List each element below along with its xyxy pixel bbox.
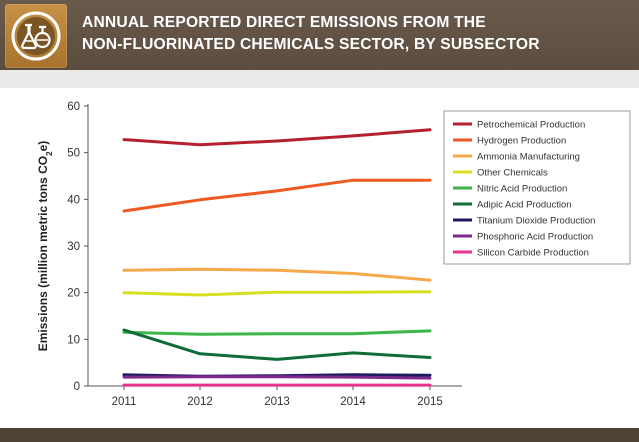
series-line bbox=[122, 329, 432, 336]
chemistry-flasks-icon bbox=[5, 4, 67, 68]
legend-box bbox=[443, 110, 631, 265]
header-divider bbox=[0, 70, 639, 88]
y-tick-label: 20 bbox=[67, 288, 80, 300]
series-lines bbox=[122, 128, 432, 387]
legend-label: Phosphoric Acid Production bbox=[477, 232, 593, 243]
series-line bbox=[122, 328, 432, 361]
legend-label: Hydrogen Production bbox=[477, 136, 566, 147]
legend-label: Titanium Dioxide Production bbox=[477, 216, 595, 227]
chart-title: ANNUAL REPORTED DIRECT EMISSIONS FROM TH… bbox=[82, 12, 632, 56]
x-tick-label: 2014 bbox=[340, 396, 366, 408]
y-tick-label: 40 bbox=[67, 194, 80, 206]
axes: 0 10 20 30 40 50 60 2011 2012 2013 2014 2015 bbox=[67, 101, 462, 408]
legend-label: Nitric Acid Production bbox=[477, 184, 567, 195]
chart-title-line-1: ANNUAL REPORTED DIRECT EMISSIONS FROM TH… bbox=[82, 14, 486, 31]
x-tick-label: 2013 bbox=[264, 396, 290, 408]
series-line bbox=[122, 128, 432, 147]
legend-label: Ammonia Manufacturing bbox=[477, 152, 580, 163]
footer-bar bbox=[0, 428, 639, 442]
y-tick-label: 0 bbox=[74, 381, 80, 393]
legend-label: Other Chemicals bbox=[477, 168, 548, 179]
legend: Petrochemical Production Hydrogen Product… bbox=[443, 110, 631, 265]
x-tick-label: 2011 bbox=[112, 396, 137, 408]
series-line bbox=[122, 290, 432, 297]
x-tick-label: 2015 bbox=[417, 396, 443, 408]
y-tick-label: 60 bbox=[67, 101, 80, 113]
series-line bbox=[122, 375, 432, 380]
chart-title-line-2: NON-FLUORINATED CHEMICALS SECTOR, BY SUB… bbox=[82, 36, 540, 53]
legend-label: Petrochemical Production bbox=[477, 120, 585, 131]
y-tick-label: 50 bbox=[67, 148, 80, 160]
series-line bbox=[122, 178, 432, 213]
legend-label: Adipic Acid Production bbox=[477, 200, 572, 211]
y-tick-label: 10 bbox=[67, 334, 80, 346]
y-tick-label: 30 bbox=[67, 241, 80, 253]
legend-label: Silicon Carbide Production bbox=[477, 248, 589, 259]
y-axis-label: Emissions (million metric tons CO2e) bbox=[36, 141, 54, 352]
series-line bbox=[122, 267, 432, 282]
x-tick-label: 2012 bbox=[187, 396, 213, 408]
